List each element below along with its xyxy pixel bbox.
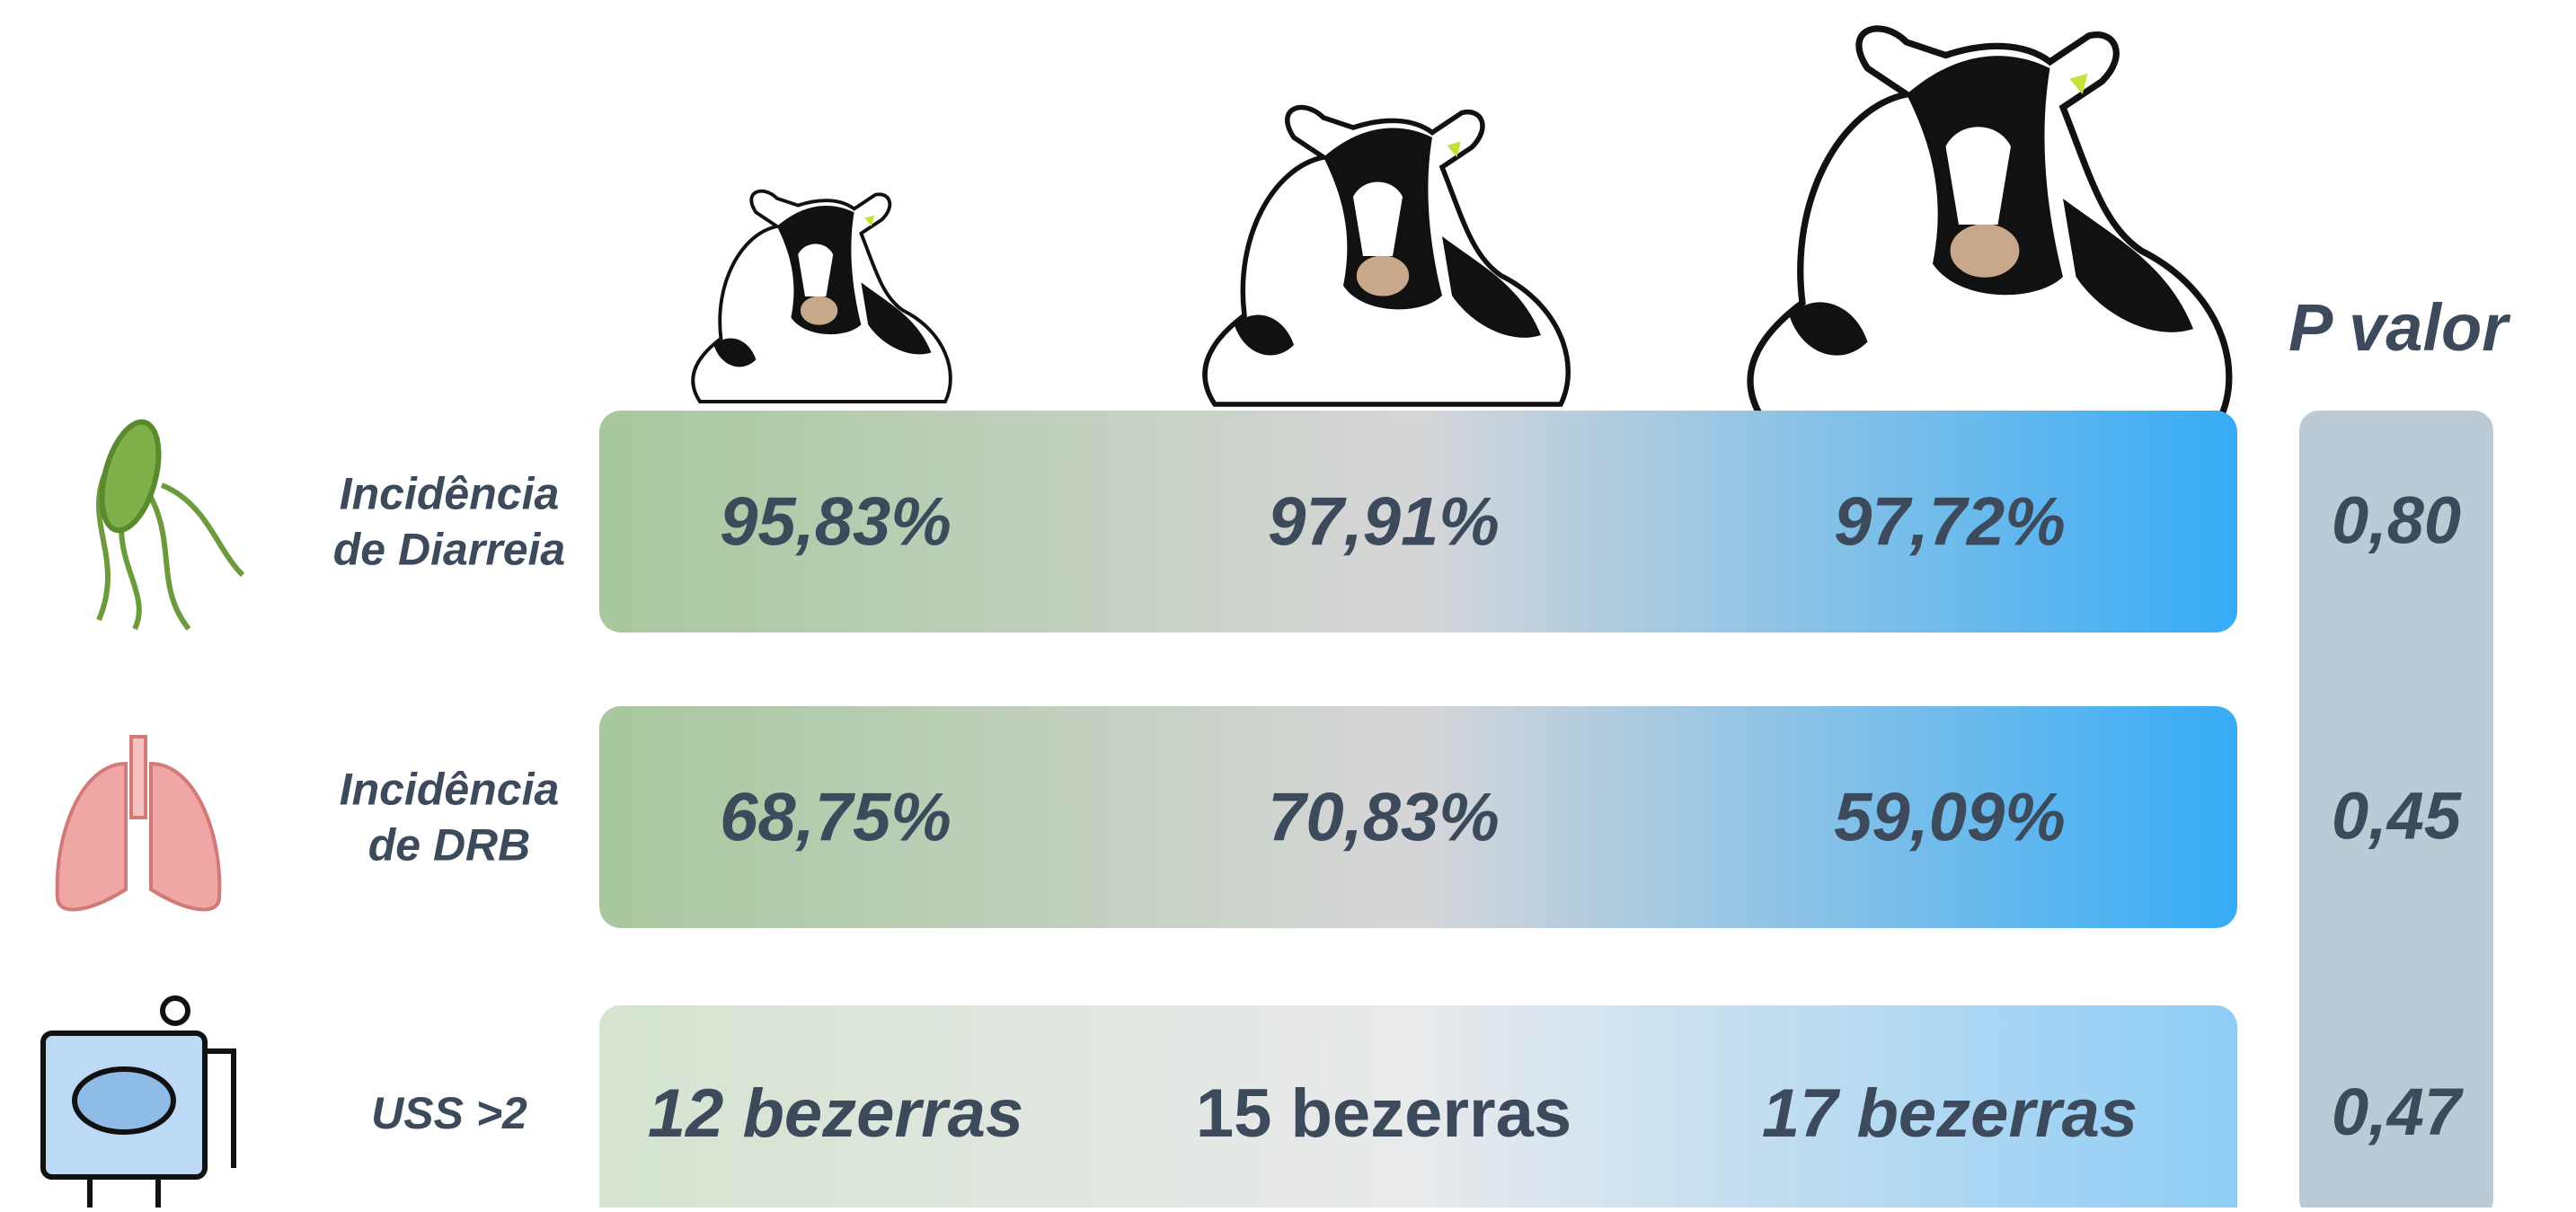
p-value-title: P valor <box>2288 290 2511 365</box>
lungs-icon <box>58 737 220 909</box>
row-label: de Diarreia <box>333 525 565 575</box>
cell-value: 97,91% <box>1268 484 1500 561</box>
p-value: 0,80 <box>2332 483 2461 558</box>
infographic: P valor Incidência de Diarreia 95,83% 97,91… <box>0 0 2576 1208</box>
row-label: Incidência <box>340 469 560 519</box>
cell-value: 59,09% <box>1834 780 2066 856</box>
p-value: 0,45 <box>2332 779 2463 854</box>
cell-value: 15 bezerras <box>1196 1075 1571 1152</box>
calf-small <box>693 191 951 402</box>
row-label: de DRB <box>368 820 531 871</box>
cell-value: 95,83% <box>720 484 952 561</box>
cell-value: 97,72% <box>1834 484 2066 561</box>
row-label: USS >2 <box>371 1088 527 1138</box>
ultrasound-icon <box>43 998 234 1208</box>
calf-medium <box>1205 108 1568 404</box>
calf-large <box>1750 29 2229 420</box>
cell-value: 12 bezerras <box>648 1075 1023 1152</box>
row-label: Incidência <box>340 765 560 815</box>
cell-value: 17 bezerras <box>1762 1075 2138 1152</box>
page: { "header": {"p_value_title": "P valor"}… <box>0 0 2576 1208</box>
bacteria-icon <box>92 416 243 629</box>
cell-value: 68,75% <box>720 780 952 856</box>
p-value: 0,47 <box>2332 1075 2465 1149</box>
cell-value: 70,83% <box>1268 780 1500 856</box>
